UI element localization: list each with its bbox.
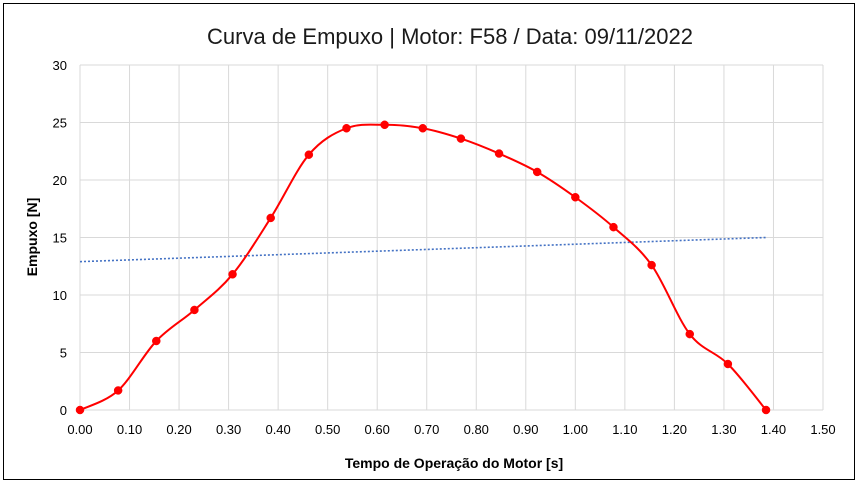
thrust-data-point xyxy=(456,134,466,143)
x-tick-label: 0.80 xyxy=(464,422,489,437)
x-tick-label: 0.70 xyxy=(414,422,439,437)
thrust-data-point xyxy=(571,193,580,202)
thrust-data-point xyxy=(609,222,618,232)
x-tick-label: 1.20 xyxy=(662,422,687,437)
x-axis-label: Tempo de Operação do Motor [s] xyxy=(345,455,563,471)
y-tick-label: 25 xyxy=(53,116,67,131)
y-tick-label: 30 xyxy=(53,58,67,73)
x-tick-label: 1.30 xyxy=(711,422,736,437)
thrust-data-point xyxy=(494,149,504,158)
thrust-data-point xyxy=(685,329,695,339)
thrust-data-point xyxy=(532,167,542,177)
thrust-data-point xyxy=(418,124,428,133)
thrust-data-point xyxy=(647,260,656,270)
thrust-data-point xyxy=(75,405,85,415)
series-layer xyxy=(75,120,771,415)
x-tick-label: 1.00 xyxy=(563,422,588,437)
grid-layer xyxy=(79,64,824,411)
thrust-data-point xyxy=(190,305,199,315)
thrust-data-point xyxy=(113,386,123,395)
y-tick-label: 15 xyxy=(53,231,67,246)
y-axis-label: Empuxo [N] xyxy=(24,198,40,277)
x-tick-label: 0.50 xyxy=(315,422,340,437)
thrust-data-point xyxy=(152,336,161,346)
thrust-data-point xyxy=(228,270,237,279)
y-tick-label: 20 xyxy=(53,173,67,188)
x-tick-label: 1.50 xyxy=(810,422,835,437)
x-tick-label: 0.20 xyxy=(166,422,191,437)
trendline xyxy=(79,236,767,263)
thrust-data-point xyxy=(761,405,771,415)
x-tick-label: 0.60 xyxy=(365,422,390,437)
chart-title: Curva de Empuxo | Motor: F58 / Data: 09/… xyxy=(207,24,693,49)
y-tick-label: 10 xyxy=(53,288,67,303)
thrust-data-point xyxy=(380,120,389,130)
x-tick-label: 0.30 xyxy=(216,422,241,437)
x-tick-label: 0.10 xyxy=(117,422,142,437)
thrust-data-point xyxy=(304,150,314,159)
x-tick-label: 0.40 xyxy=(265,422,290,437)
x-tick-label: 0.00 xyxy=(67,422,92,437)
thrust-curve-line xyxy=(79,123,767,411)
x-tick-label: 0.90 xyxy=(513,422,538,437)
x-tick-label: 1.40 xyxy=(761,422,786,437)
x-tick-label: 1.10 xyxy=(612,422,637,437)
thrust-data-point xyxy=(723,359,733,369)
thrust-data-point xyxy=(342,124,351,133)
y-tick-label: 0 xyxy=(60,403,67,418)
y-tick-label: 5 xyxy=(60,346,67,361)
chart-frame xyxy=(3,3,855,480)
tick-layer: 0 5 10 15 20 25 30 0.00 0.10 0.20 0.30 0.40 0.50 0.60… xyxy=(53,58,836,437)
thrust-data-point xyxy=(266,213,275,223)
